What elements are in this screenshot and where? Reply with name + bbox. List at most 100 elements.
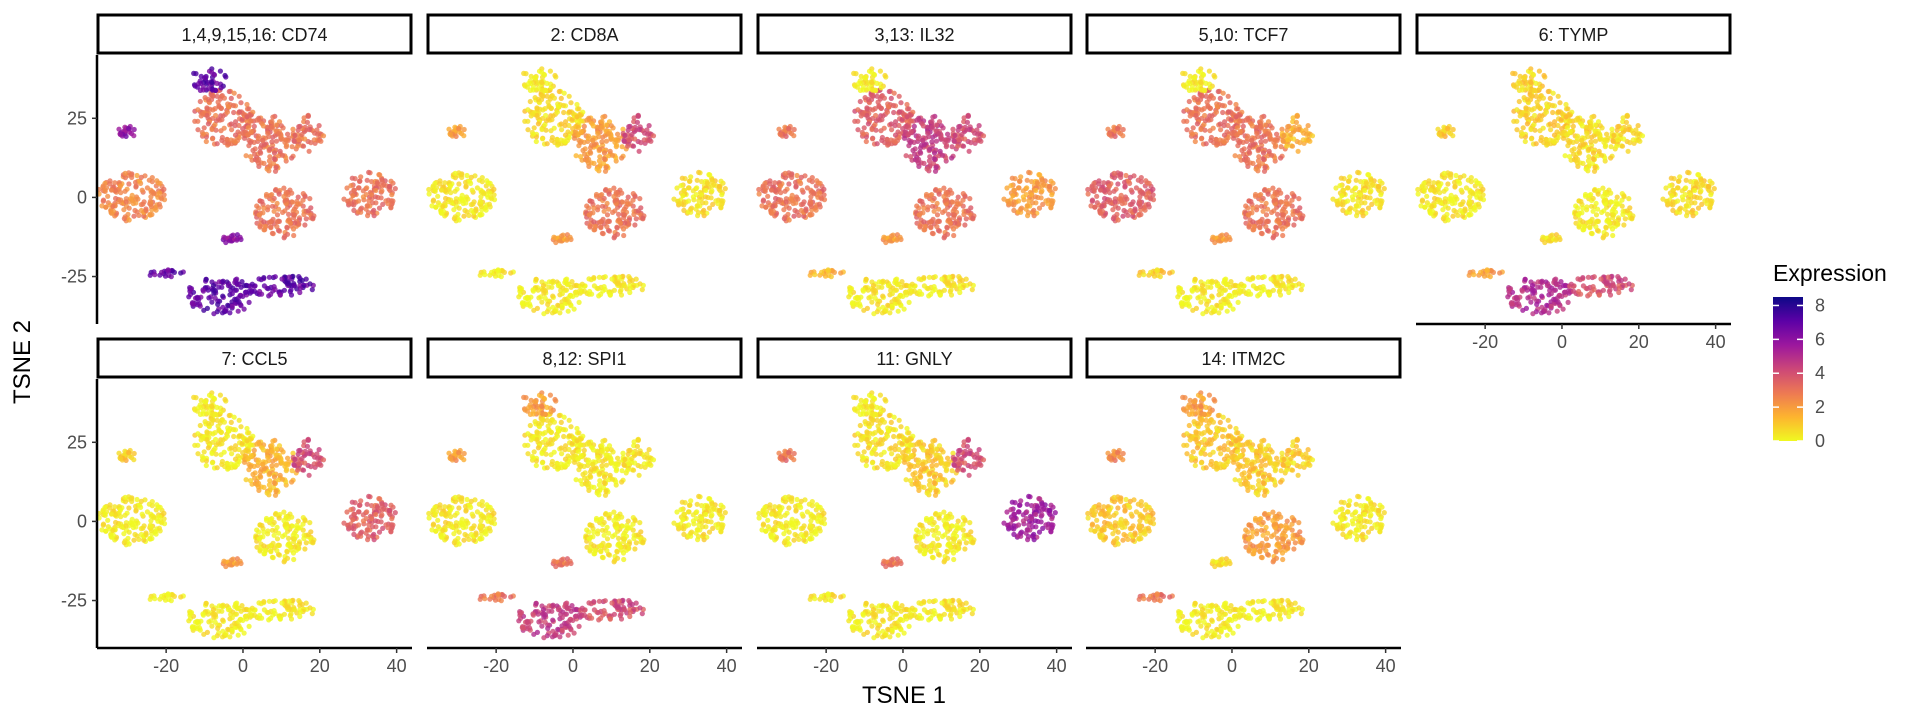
data-point (718, 205, 724, 211)
data-point (861, 307, 867, 313)
data-point (1305, 123, 1311, 129)
data-point (599, 124, 605, 130)
data-point (627, 285, 634, 291)
data-point (1707, 178, 1713, 184)
data-point (964, 119, 971, 125)
data-point (140, 201, 146, 207)
data-point (869, 136, 876, 142)
data-point (201, 125, 207, 131)
data-point (489, 269, 495, 275)
data-point (932, 274, 938, 280)
data-point (548, 128, 554, 134)
data-point (1190, 125, 1196, 131)
data-point (596, 158, 603, 164)
data-point (1219, 102, 1225, 109)
data-point (579, 281, 585, 287)
facet-panel: 2: CD8A (426, 13, 743, 317)
data-point (942, 139, 948, 145)
data-point (607, 148, 613, 154)
data-point (129, 196, 135, 202)
data-point (613, 189, 619, 196)
data-point (637, 281, 643, 287)
data-point (1245, 276, 1251, 282)
data-point (1141, 272, 1147, 278)
data-point (811, 191, 817, 197)
data-point (148, 200, 154, 206)
data-point (1476, 190, 1482, 196)
data-point (621, 232, 627, 239)
data-point (1268, 152, 1275, 158)
data-point (1611, 132, 1617, 139)
data-point (463, 184, 469, 190)
data-point (452, 170, 458, 176)
data-point (1032, 194, 1039, 200)
data-point (1362, 187, 1368, 194)
facet-panel: 3,13: IL32 (756, 13, 1073, 317)
data-point (530, 288, 537, 294)
data-point (1519, 111, 1525, 117)
data-point (702, 194, 709, 200)
data-point (943, 144, 949, 150)
data-point (1199, 283, 1206, 289)
data-point (886, 88, 892, 95)
data-point (1590, 195, 1596, 202)
data-point (593, 193, 600, 199)
data-point (1445, 181, 1451, 187)
data-point (1189, 288, 1195, 294)
data-point (927, 219, 933, 225)
data-point (604, 224, 610, 230)
data-point (1210, 234, 1216, 240)
data-point (1294, 112, 1300, 118)
data-point (1674, 185, 1681, 191)
data-point (1281, 220, 1287, 226)
data-points (756, 66, 1058, 317)
data-point (1570, 123, 1576, 129)
data-point (295, 194, 301, 200)
data-point (1127, 207, 1133, 214)
data-point (1038, 195, 1044, 201)
data-point (534, 106, 540, 112)
data-point (1202, 112, 1208, 119)
data-point (1353, 177, 1359, 183)
data-point (225, 103, 231, 110)
data-point (269, 230, 275, 236)
data-point (1567, 112, 1573, 118)
data-point (1186, 98, 1192, 105)
data-point (1177, 286, 1183, 292)
data-point (718, 178, 724, 184)
data-point (534, 112, 540, 118)
data-point (914, 117, 920, 123)
data-point (364, 203, 370, 209)
data-point (1378, 192, 1384, 198)
data-point (285, 131, 291, 137)
data-point (545, 99, 551, 105)
data-point (1140, 191, 1146, 197)
data-point (545, 301, 551, 307)
data-point (933, 122, 939, 128)
data-point (241, 306, 247, 312)
data-point (1225, 109, 1231, 115)
data-point (1223, 276, 1229, 282)
data-point (426, 186, 432, 193)
data-point (535, 86, 542, 92)
data-point (1185, 297, 1191, 303)
data-point (220, 113, 226, 119)
data-point (1263, 224, 1269, 230)
data-point (1016, 198, 1022, 204)
data-point (236, 299, 242, 305)
data-point (1345, 198, 1351, 204)
data-point (248, 129, 254, 135)
data-point (690, 194, 697, 200)
data-point (110, 203, 116, 210)
data-point (1041, 182, 1047, 188)
data-point (149, 175, 155, 181)
data-point (606, 191, 612, 197)
data-point (903, 289, 909, 295)
data-point (259, 137, 266, 144)
data-point (351, 207, 357, 213)
data-point (951, 283, 958, 289)
data-point (577, 154, 584, 160)
data-point (1700, 182, 1706, 188)
data-point (1683, 177, 1689, 183)
data-point (782, 175, 789, 181)
